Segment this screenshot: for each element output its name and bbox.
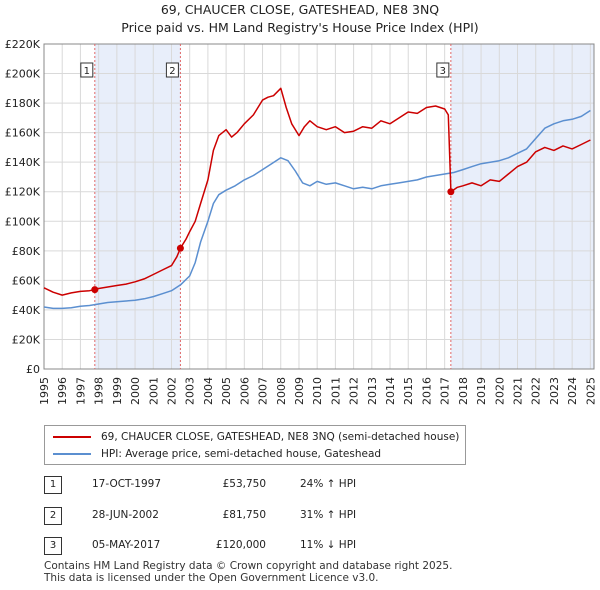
x-tick-label: 2012 <box>348 377 361 405</box>
footer-licence: This data is licensed under the Open Gov… <box>44 572 379 584</box>
transaction-date: 17-OCT-1997 <box>92 478 161 490</box>
y-tick-label: £100K <box>5 215 41 228</box>
x-tick-label: 2024 <box>566 377 579 405</box>
y-tick-label: £200K <box>5 68 41 81</box>
y-tick-label: £160K <box>5 127 41 140</box>
x-tick-label: 2022 <box>530 377 543 405</box>
y-tick-label: £80K <box>12 245 41 258</box>
x-tick-label: 2020 <box>493 377 506 405</box>
transaction-date: 28-JUN-2002 <box>92 509 159 521</box>
sale-marker-box <box>80 62 94 78</box>
plot-border <box>43 43 595 370</box>
x-tick-label: 2013 <box>366 377 379 405</box>
chart-title: 69, CHAUCER CLOSE, GATESHEAD, NE8 3NQ <box>160 2 440 17</box>
y-tick-label: £120K <box>5 186 41 199</box>
x-tick-label: 1998 <box>93 377 106 405</box>
x-tick-label: 2019 <box>475 377 488 405</box>
x-tick-label: 1996 <box>56 377 69 405</box>
legend-label-property: 69, CHAUCER CLOSE, GATESHEAD, NE8 3NQ (s… <box>101 431 460 443</box>
x-tick-label: 2006 <box>238 377 251 405</box>
sale-marker-label: 3 <box>440 66 446 77</box>
footer-copyright: Contains HM Land Registry data © Crown c… <box>44 560 453 572</box>
x-tick-label: 2016 <box>420 377 433 405</box>
transaction-price: £120,000 <box>215 539 266 551</box>
x-tick-label: 2008 <box>275 377 288 405</box>
transaction-number: 2 <box>44 507 62 525</box>
transaction-hpi-diff: 11% ↓ HPI <box>300 539 357 551</box>
shaded-ownership-period <box>450 44 594 369</box>
x-tick-label: 1995 <box>38 377 51 405</box>
x-tick-label: 2001 <box>147 377 160 405</box>
x-tick-label: 2025 <box>584 377 597 405</box>
x-tick-label: 2000 <box>129 377 142 405</box>
transaction-price: £81,750 <box>222 509 266 521</box>
x-tick-label: 2007 <box>257 377 270 405</box>
legend-item-hpi: HPI: Average price, semi-detached house,… <box>53 446 381 462</box>
sale-marker-label: 2 <box>169 66 175 77</box>
legend-label-hpi: HPI: Average price, semi-detached house,… <box>101 448 382 460</box>
sale-marker-box <box>165 62 179 78</box>
x-tick-label: 1997 <box>74 377 87 405</box>
sale-marker-label: 1 <box>84 66 90 77</box>
x-tick-label: 2003 <box>184 377 197 405</box>
x-tick-label: 2009 <box>293 377 306 405</box>
price-chart: £0 £20K £40K £60K £80K £100K £120K £140K £160K £1… <box>5 38 598 405</box>
legend-swatch-property <box>53 436 91 438</box>
sale-point <box>91 286 99 294</box>
legend-swatch-hpi <box>53 453 91 455</box>
sale-marker-box <box>436 62 450 78</box>
transaction-number: 3 <box>44 537 62 555</box>
transaction-price: £53,750 <box>222 478 266 490</box>
series-line-property <box>43 87 591 296</box>
x-tick-label: 2014 <box>384 377 397 405</box>
x-tick-label: 2004 <box>202 377 215 405</box>
y-tick-label: £60K <box>12 274 41 287</box>
chart-subtitle: Price paid vs. HM Land Registry's House … <box>121 20 479 35</box>
series-line-hpi <box>43 109 591 310</box>
y-tick-label: £40K <box>12 304 41 317</box>
x-tick-label: 1999 <box>111 377 124 405</box>
x-tick-label: 2021 <box>512 377 525 405</box>
legend: 69, CHAUCER CLOSE, GATESHEAD, NE8 3NQ (s… <box>44 425 466 465</box>
sale-point <box>447 188 455 196</box>
x-tick-label: 2017 <box>439 377 452 405</box>
sale-point <box>176 244 184 252</box>
y-tick-label: £180K <box>5 97 41 110</box>
x-tick-label: 2010 <box>311 377 324 405</box>
transaction-date: 05-MAY-2017 <box>92 539 161 551</box>
x-tick-label: 2015 <box>402 377 415 405</box>
legend-item-property: 69, CHAUCER CLOSE, GATESHEAD, NE8 3NQ (s… <box>53 429 459 445</box>
x-tick-label: 2002 <box>165 377 178 405</box>
transaction-hpi-diff: 24% ↑ HPI <box>300 478 357 490</box>
y-tick-label: £140K <box>5 156 41 169</box>
x-tick-label: 2018 <box>457 377 470 405</box>
y-tick-label: £20K <box>12 333 41 346</box>
y-tick-label: £220K <box>5 38 41 51</box>
transaction-hpi-diff: 31% ↑ HPI <box>300 509 357 521</box>
y-tick-label: £0 <box>26 363 40 376</box>
x-tick-label: 2011 <box>329 377 342 405</box>
x-tick-label: 2023 <box>548 377 561 405</box>
transaction-number: 1 <box>44 476 62 494</box>
x-tick-label: 2005 <box>220 377 233 405</box>
shaded-ownership-period <box>94 44 181 369</box>
